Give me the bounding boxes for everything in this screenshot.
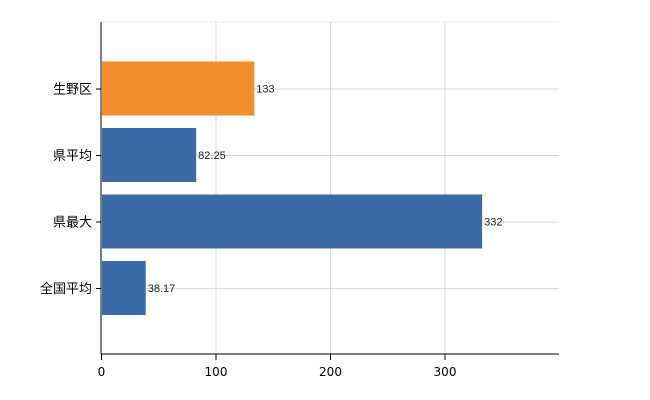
- bar-1: [102, 61, 255, 116]
- category-label: 生野区: [53, 83, 92, 98]
- bars: [102, 61, 483, 315]
- category-label: 全国平均: [40, 281, 92, 297]
- data-label: 332: [484, 217, 502, 229]
- x-tick-label: 200: [319, 365, 342, 379]
- data-label: 133: [256, 84, 274, 96]
- x-tick-label: 100: [205, 365, 228, 379]
- bar-2: [102, 128, 197, 182]
- category-label: 県最大: [53, 216, 92, 231]
- axis-ticks: [96, 88, 446, 360]
- x-tick-label: 300: [434, 365, 457, 379]
- x-tick-label: 0: [98, 365, 106, 379]
- labels: 0 100 200 300 生野区 133 県平均 82.25 県最大 332 全国平均 38.17: [40, 83, 503, 380]
- bar-4: [102, 261, 146, 315]
- category-label: 県平均: [53, 149, 92, 164]
- data-label: 82.25: [198, 150, 226, 162]
- bar-3: [102, 194, 483, 249]
- data-label: 38.17: [148, 283, 176, 295]
